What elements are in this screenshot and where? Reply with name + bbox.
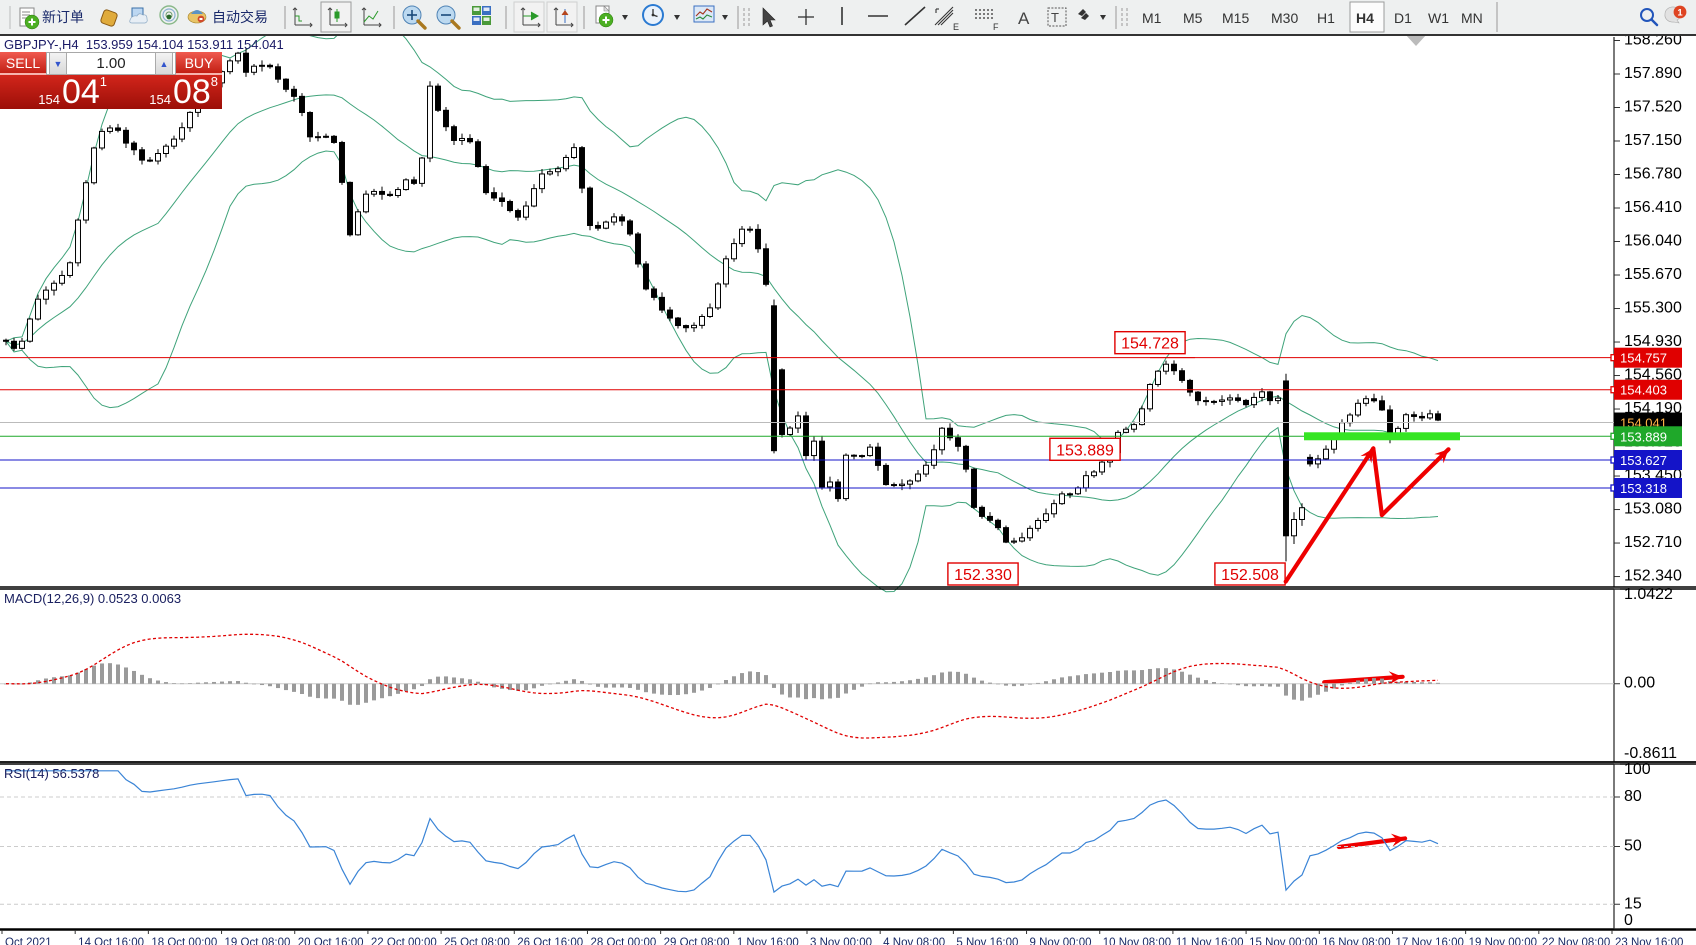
svg-text:158.260: 158.260 [1624,36,1682,49]
svg-text:29 Oct 08:00: 29 Oct 08:00 [664,937,730,945]
svg-text:157.890: 157.890 [1624,65,1682,82]
svg-text:157.150: 157.150 [1624,132,1682,149]
svg-text:M1: M1 [1142,10,1162,26]
svg-text:M15: M15 [1222,10,1249,26]
svg-text:MACD(12,26,9) 0.0523 0.0063: MACD(12,26,9) 0.0523 0.0063 [4,591,181,606]
svg-text:新订单: 新订单 [42,9,84,25]
svg-text:F: F [993,22,999,32]
svg-text:D1: D1 [1394,10,1412,26]
svg-text:155.670: 155.670 [1624,266,1682,283]
svg-text:14 Oct 16:00: 14 Oct 16:00 [78,937,144,945]
svg-text:153.627: 153.627 [1620,453,1667,468]
svg-text:23 Nov 16:00: 23 Nov 16:00 [1615,937,1683,945]
svg-text:22 Oct 00:00: 22 Oct 00:00 [371,937,437,945]
svg-text:25 Oct 08:00: 25 Oct 08:00 [444,937,510,945]
svg-text:152.330: 152.330 [954,567,1012,584]
svg-text:H1: H1 [1317,10,1335,26]
svg-text:1: 1 [1677,8,1683,19]
svg-text:17 Nov 16:00: 17 Nov 16:00 [1395,937,1463,945]
svg-text:153.889: 153.889 [1620,429,1667,444]
svg-text:3 Nov 00:00: 3 Nov 00:00 [810,937,872,945]
svg-text:M5: M5 [1183,10,1203,26]
svg-text:M30: M30 [1271,10,1298,26]
svg-text:5 Nov 16:00: 5 Nov 16:00 [956,937,1018,945]
svg-text:RSI(14) 56.5378: RSI(14) 56.5378 [4,766,99,781]
svg-text:H4: H4 [1356,10,1374,26]
svg-text:4 Nov 08:00: 4 Nov 08:00 [883,937,945,945]
svg-text:10 Nov 08:00: 10 Nov 08:00 [1103,937,1171,945]
svg-text:154.403: 154.403 [1620,383,1667,398]
svg-text:152.710: 152.710 [1624,534,1682,551]
svg-text:9 Nov 00:00: 9 Nov 00:00 [1030,937,1092,945]
svg-text:22 Nov 08:00: 22 Nov 08:00 [1542,937,1610,945]
svg-text:152.508: 152.508 [1221,567,1279,584]
svg-text:152.340: 152.340 [1624,568,1682,585]
svg-text:0.00: 0.00 [1624,675,1655,692]
svg-text:154.757: 154.757 [1620,351,1667,366]
svg-text:156.780: 156.780 [1624,166,1682,183]
svg-text:50: 50 [1624,838,1642,855]
svg-text:154.930: 154.930 [1624,333,1682,350]
svg-text:155.300: 155.300 [1624,300,1682,317]
svg-text:0: 0 [1624,912,1633,929]
svg-text:153.318: 153.318 [1620,481,1667,496]
svg-text:自动交易: 自动交易 [212,9,268,25]
svg-text:28 Oct 00:00: 28 Oct 00:00 [590,937,656,945]
svg-text:100: 100 [1624,761,1651,778]
svg-text:11 Nov 16:00: 11 Nov 16:00 [1176,937,1244,945]
svg-text:W1: W1 [1428,10,1449,26]
svg-text:Oct 2021: Oct 2021 [5,937,52,945]
svg-text:157.520: 157.520 [1624,99,1682,116]
svg-text:15 Nov 00:00: 15 Nov 00:00 [1249,937,1317,945]
svg-text:18 Oct 00:00: 18 Oct 00:00 [151,937,217,945]
svg-text:156.410: 156.410 [1624,199,1682,216]
svg-text:1 Nov 16:00: 1 Nov 16:00 [737,937,799,945]
svg-text:A: A [1018,9,1030,28]
svg-text:15: 15 [1624,895,1642,912]
svg-text:156.040: 156.040 [1624,233,1682,250]
svg-text:16 Nov 08:00: 16 Nov 08:00 [1322,937,1390,945]
svg-text:-0.8611: -0.8611 [1624,745,1677,762]
svg-text:MN: MN [1461,10,1483,26]
svg-text:20 Oct 16:00: 20 Oct 16:00 [298,937,364,945]
svg-text:E: E [953,22,959,32]
svg-text:26 Oct 16:00: 26 Oct 16:00 [517,937,583,945]
svg-text:80: 80 [1624,788,1642,805]
svg-text:19 Nov 00:00: 19 Nov 00:00 [1469,937,1537,945]
svg-text:1.0422: 1.0422 [1624,586,1673,603]
svg-text:154.728: 154.728 [1121,336,1179,353]
svg-text:19 Oct 08:00: 19 Oct 08:00 [225,937,291,945]
svg-text:T: T [1051,10,1059,25]
svg-text:153.080: 153.080 [1624,501,1682,518]
svg-text:153.889: 153.889 [1056,442,1114,459]
